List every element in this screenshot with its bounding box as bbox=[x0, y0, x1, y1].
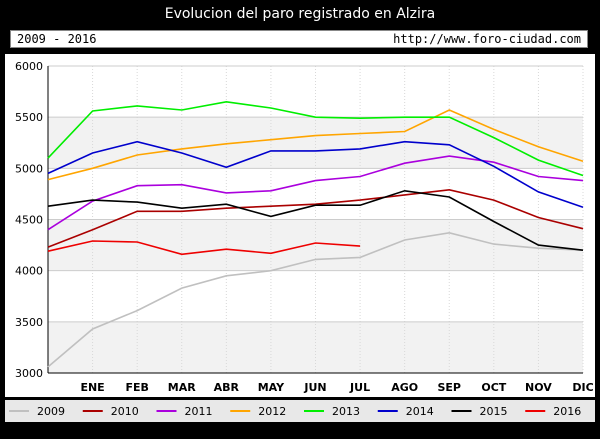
y-tick-label: 5000 bbox=[15, 162, 43, 175]
plot-panel: 3000 3500 4000 4500 5000 5500 6000 ENE FEB MAR ABR… bbox=[5, 54, 595, 397]
legend-label-2010: 2010 bbox=[111, 405, 139, 418]
y-tick-label: 3000 bbox=[15, 367, 43, 380]
series-line-2011 bbox=[47, 155, 584, 231]
x-tick-label: MAY bbox=[258, 381, 285, 394]
x-tick-label: FEB bbox=[125, 381, 148, 394]
legend-label-2013: 2013 bbox=[332, 405, 360, 418]
legend-label-2015: 2015 bbox=[480, 405, 508, 418]
series-line-2014 bbox=[47, 140, 584, 208]
x-tick-label: ABR bbox=[214, 381, 240, 394]
legend: 2009 2010 2011 2012 2013 2014 2015 2016 bbox=[5, 400, 595, 422]
legend-label-2012: 2012 bbox=[258, 405, 286, 418]
legend-label-2014: 2014 bbox=[406, 405, 434, 418]
series-line-2012 bbox=[47, 109, 584, 181]
legend-label-2009: 2009 bbox=[37, 405, 65, 418]
site-url-label: http://www.foro-ciudad.com bbox=[393, 32, 581, 46]
y-tick-label: 4000 bbox=[15, 265, 43, 278]
series-line-2016 bbox=[47, 240, 361, 256]
grid-band bbox=[48, 321, 583, 373]
y-tick-label: 6000 bbox=[15, 60, 43, 73]
legend-label-2011: 2011 bbox=[185, 405, 213, 418]
x-tick-label: OCT bbox=[481, 381, 506, 394]
series-line-2015 bbox=[47, 189, 584, 251]
series-line-2010 bbox=[47, 188, 584, 248]
series-line-2009 bbox=[47, 231, 584, 368]
x-tick-label: JUN bbox=[303, 381, 326, 394]
line-chart: 3000 3500 4000 4500 5000 5500 6000 ENE FEB MAR ABR… bbox=[15, 60, 594, 394]
x-tick-label: SEP bbox=[438, 381, 462, 394]
subtitle-bar: 2009 - 2016 http://www.foro-ciudad.com bbox=[10, 30, 588, 48]
x-tick-label: DIC bbox=[572, 381, 593, 394]
y-tick-label: 4500 bbox=[15, 214, 43, 227]
x-tick-label: ENE bbox=[80, 381, 104, 394]
legend-label-2016: 2016 bbox=[553, 405, 581, 418]
y-tick-label: 5500 bbox=[15, 111, 43, 124]
y-tick-label: 3500 bbox=[15, 316, 43, 329]
chart-title: Evolucion del paro registrado en Alzira bbox=[164, 6, 436, 22]
years-range-label: 2009 - 2016 bbox=[17, 32, 97, 46]
x-tick-label: MAR bbox=[168, 381, 196, 394]
legend-svg: 2009 2010 2011 2012 2013 2014 2015 2016 bbox=[9, 405, 581, 418]
x-tick-label: JUL bbox=[349, 381, 370, 394]
series-line-2013 bbox=[47, 100, 584, 177]
x-tick-label: AGO bbox=[391, 381, 418, 394]
x-tick-label: NOV bbox=[525, 381, 552, 394]
